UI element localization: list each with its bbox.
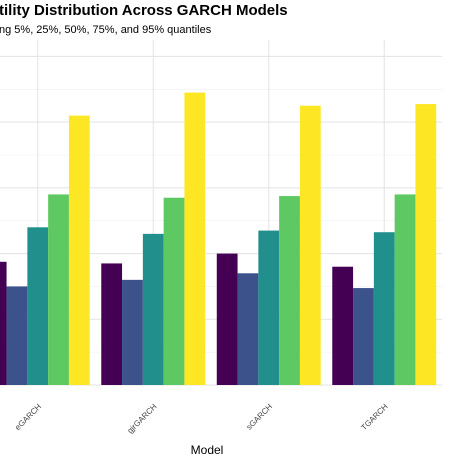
bars (0, 92, 437, 386)
bar (258, 230, 280, 385)
bar (142, 233, 164, 385)
x-tick-label: eGARCH (13, 402, 43, 432)
bar (299, 105, 321, 385)
bar (332, 266, 354, 385)
x-tick-label: sGARCH (245, 402, 275, 432)
x-tick-label: TGARCH (359, 402, 389, 432)
bar (415, 104, 437, 386)
bar (48, 194, 69, 385)
bar (216, 253, 238, 385)
bar (279, 196, 300, 385)
bar (101, 263, 123, 385)
bar (68, 115, 90, 386)
bar (394, 194, 416, 385)
x-tick-label: gjrGARCH (126, 402, 159, 435)
bar (353, 288, 374, 385)
bar (122, 279, 143, 385)
bar (163, 197, 185, 385)
bar (6, 286, 28, 385)
chart-title: tility Distribution Across GARCH Models (0, 2, 288, 19)
x-axis-title: Model (191, 443, 224, 457)
bar (27, 227, 49, 385)
bar (0, 261, 7, 385)
bar (373, 232, 395, 385)
chart-subtitle: ng 5%, 25%, 50%, 75%, and 95% quantiles (0, 24, 212, 36)
bar (237, 273, 259, 385)
bar (184, 92, 206, 386)
x-tick-labels: eGARCH gjrGARCH sGARCH TGARCH (13, 402, 390, 435)
